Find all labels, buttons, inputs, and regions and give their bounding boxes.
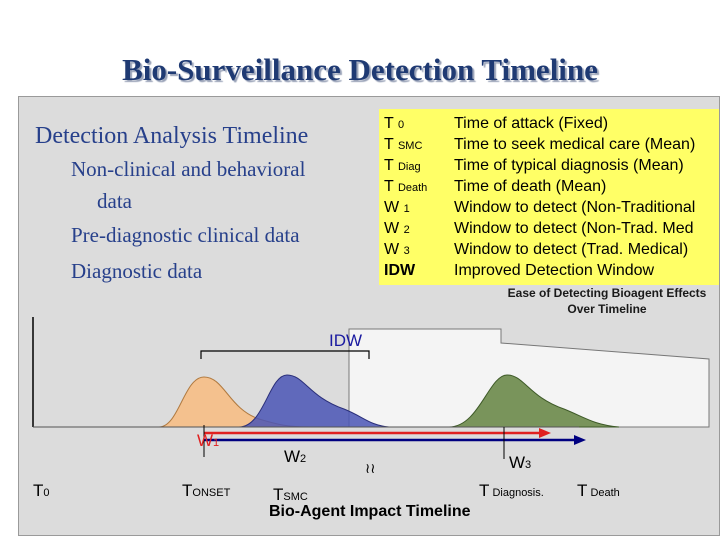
legend-symbol-tdiag: T Diag [384, 157, 421, 174]
timeline-break-icon: ≀≀ [365, 461, 376, 477]
legend-symbol-t0: T 0 [384, 115, 405, 132]
legend-desc-w1: Window to detect (Non-Traditional [454, 199, 696, 216]
legend-symbol-idw: IDW [384, 262, 416, 279]
legend-symbol-w1: W 1 [384, 199, 410, 216]
axis-label-tdeath: T Death [577, 481, 620, 500]
legend-desc-tdeath: Time of death (Mean) [454, 178, 607, 195]
axis-label-tonset: TONSET [182, 481, 231, 500]
timeline-arrow-head [574, 435, 586, 445]
legend-desc-idw: Improved Detection Window [454, 262, 655, 279]
axis-label-tsmc: TSMC [273, 485, 308, 504]
ease-of-detecting-label: Ease of Detecting Bioagent Effects Over … [507, 286, 707, 316]
legend-symbol-tdeath: T Death [384, 178, 428, 195]
detection-analysis-heading: Detection Analysis Timeline [35, 123, 309, 149]
axis-label-t0: T0 [33, 481, 50, 500]
legend-desc-t0: Time of attack (Fixed) [454, 115, 609, 132]
left-item-data: data [97, 189, 132, 213]
x-axis-title: Bio-Agent Impact Timeline [269, 503, 471, 520]
left-item-nonclinical: Non-clinical and behavioral [71, 157, 306, 181]
timeline-diagram [32, 317, 710, 459]
w3-label: W3 [509, 453, 532, 472]
w2-label: W2 [284, 447, 307, 466]
axis-label-tdiagnosis: T Diagnosis. [479, 481, 544, 500]
left-item-diagnostic: Diagnostic data [71, 259, 203, 283]
curve-diagnostic [448, 374, 620, 428]
legend-desc-tsmc: Time to seek medical care (Mean) [454, 136, 696, 153]
idw-label: IDW [329, 331, 363, 350]
page-title: Bio-Surveillance Detection Timeline [122, 52, 598, 87]
legend-desc-tdiag: Time of typical diagnosis (Mean) [454, 157, 684, 174]
legend-box: T 0 Time of attack (Fixed) T SMC Time to… [379, 109, 719, 285]
curve-preclinical [238, 374, 390, 428]
left-item-prediagnostic: Pre-diagnostic clinical data [71, 223, 300, 247]
legend-desc-w3: Window to detect (Trad. Medical) [454, 241, 689, 258]
idw-bracket [200, 350, 370, 359]
w1-label: W1 [197, 431, 220, 450]
legend-symbol-w3: W 3 [384, 241, 410, 258]
detection-arrow-red-head [539, 428, 551, 438]
legend-symbol-w2: W 2 [384, 220, 410, 237]
legend-symbol-tsmc: T SMC [384, 136, 423, 153]
legend-desc-w2: Window to detect (Non-Trad. Med [454, 220, 694, 237]
content-panel: Detection Analysis Timeline Non-clinical… [18, 96, 720, 536]
